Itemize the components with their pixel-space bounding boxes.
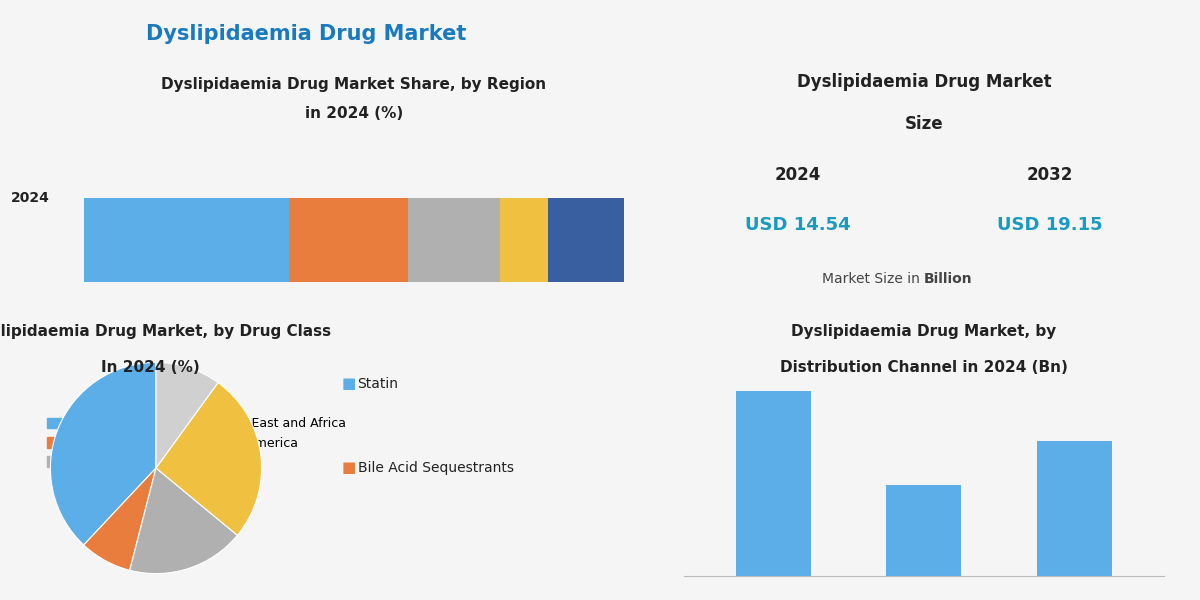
Text: USD 14.54: USD 14.54	[745, 216, 851, 234]
Text: In 2024 (%): In 2024 (%)	[101, 360, 199, 375]
Text: Dyslipidaemia Drug Market Share, by Region: Dyslipidaemia Drug Market Share, by Regi…	[162, 77, 546, 92]
Text: ■: ■	[342, 461, 356, 475]
Text: Bile Acid Sequestrants: Bile Acid Sequestrants	[358, 461, 514, 475]
Text: Distribution Channel in 2024 (Bn): Distribution Channel in 2024 (Bn)	[780, 360, 1068, 375]
Bar	[548, 198, 624, 282]
Text: Size: Size	[905, 115, 943, 133]
Bar	[887, 485, 961, 576]
Text: Statin: Statin	[358, 377, 398, 391]
Bar	[84, 198, 289, 282]
Text: Dyslipidaemia Drug Market: Dyslipidaemia Drug Market	[146, 24, 466, 44]
Bar	[1037, 442, 1111, 576]
Text: Dyslipidaemia Drug Market, by Drug Class: Dyslipidaemia Drug Market, by Drug Class	[0, 324, 331, 339]
Bar	[500, 198, 548, 282]
Text: 2024: 2024	[11, 191, 49, 205]
Text: Billion: Billion	[924, 272, 973, 286]
Text: Dyslipidaemia Drug Market: Dyslipidaemia Drug Market	[797, 73, 1051, 91]
Wedge shape	[84, 468, 156, 570]
Wedge shape	[130, 468, 238, 574]
Wedge shape	[156, 383, 262, 535]
Text: Dyslipidaemia Drug Market, by: Dyslipidaemia Drug Market, by	[791, 324, 1057, 339]
Bar	[408, 198, 500, 282]
Text: 2024: 2024	[775, 166, 821, 184]
Text: in 2024 (%): in 2024 (%)	[305, 106, 403, 121]
Bar	[289, 198, 408, 282]
Legend: North America, Asia-Pacific, Europe, Middle East and Africa, South America: North America, Asia-Pacific, Europe, Mid…	[47, 418, 347, 469]
Text: Market Size in: Market Size in	[822, 272, 924, 286]
Text: 2032: 2032	[1027, 166, 1073, 184]
Text: ■: ■	[342, 377, 356, 391]
Text: USD 19.15: USD 19.15	[997, 216, 1103, 234]
Bar	[737, 391, 811, 576]
Wedge shape	[50, 362, 156, 545]
Wedge shape	[156, 362, 218, 468]
